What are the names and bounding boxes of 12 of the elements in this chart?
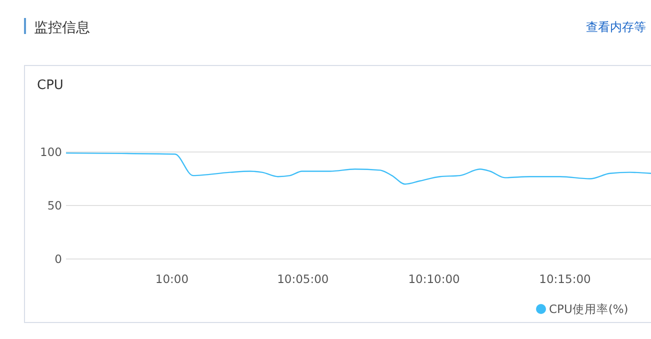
line-series [66,152,651,185]
y-tick-label: 0 [54,252,62,266]
x-tick-label: 10:10:00 [408,272,460,286]
y-tick-label: 100 [40,145,62,159]
x-tick-label: 10:15:00 [539,272,591,286]
x-tick-label: 10:05:00 [277,272,329,286]
legend-label: CPU使用率(%) [549,302,628,316]
y-tick-label: 50 [47,198,62,212]
x-tick-label: 10:00 [155,272,189,286]
chart-subtitle: CPU [37,78,64,93]
text: 查看内存等 [586,20,646,34]
chart-title: 监控信息 [34,20,90,36]
